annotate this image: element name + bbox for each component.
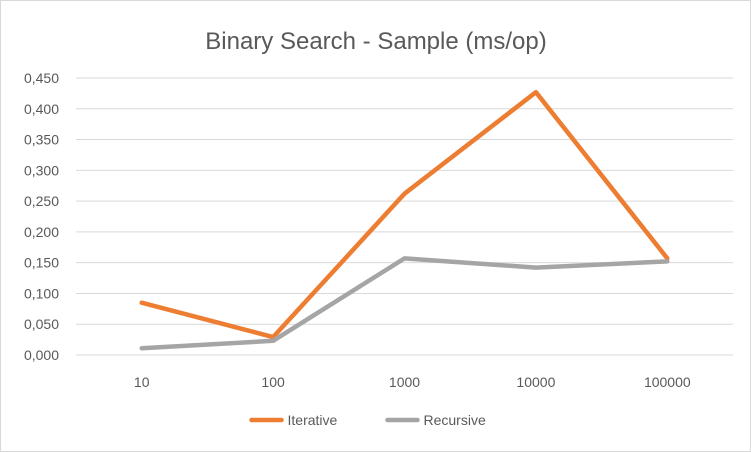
y-tick-label: 0,450 — [24, 70, 59, 86]
y-tick-label: 0,200 — [24, 224, 59, 240]
x-tick-label: 100 — [261, 374, 285, 390]
gridlines — [76, 77, 733, 325]
series-group — [139, 89, 670, 351]
y-tick-label: 0,050 — [24, 316, 59, 332]
x-tick-label: 100000 — [644, 374, 691, 390]
series-line-recursive — [139, 256, 670, 351]
x-tick-label: 1000 — [389, 374, 420, 390]
y-tick-label: 0,250 — [24, 193, 59, 209]
y-tick-label: 0,300 — [24, 162, 59, 178]
legend-label: Iterative — [288, 412, 338, 428]
y-tick-label: 0,400 — [24, 101, 59, 117]
series-line-iterative — [139, 89, 670, 340]
legend-label: Recursive — [424, 412, 486, 428]
legend: Iterative Recursive — [249, 412, 486, 428]
y-tick-label: 0,350 — [24, 132, 59, 148]
y-tick-label: 0,150 — [24, 255, 59, 271]
x-axis-ticks: 10 100 1000 10000 100000 — [134, 374, 691, 390]
chart-title: Binary Search - Sample (ms/op) — [205, 28, 546, 55]
y-axis-ticks: 0,000 0,050 0,100 0,150 0,200 0,250 0,300 0,350… — [24, 70, 59, 363]
y-tick-label: 0,000 — [24, 347, 59, 363]
x-tick-label: 10 — [134, 374, 150, 390]
y-tick-label: 0,100 — [24, 285, 59, 301]
x-tick-label: 10000 — [516, 374, 555, 390]
